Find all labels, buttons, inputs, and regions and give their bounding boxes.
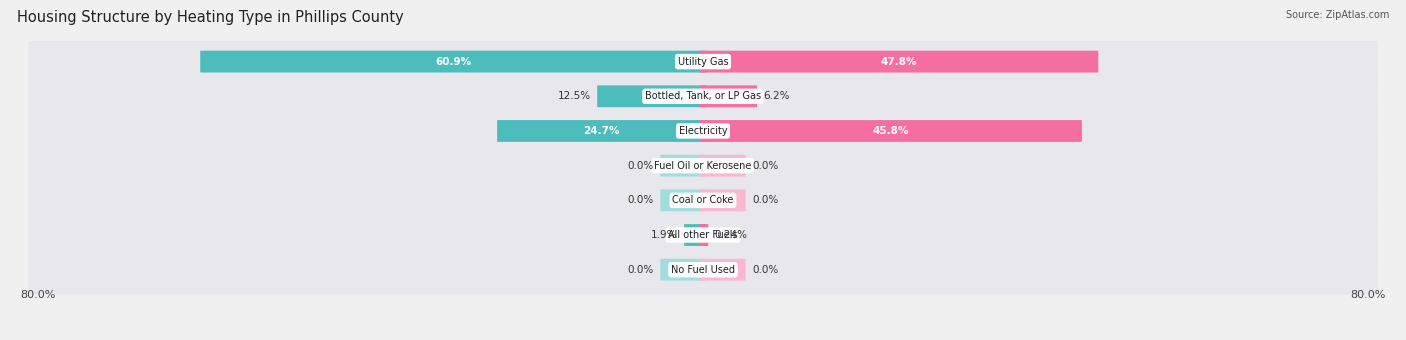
FancyBboxPatch shape	[700, 51, 1098, 72]
Text: 0.0%: 0.0%	[752, 265, 779, 275]
FancyBboxPatch shape	[200, 51, 706, 72]
Text: 6.2%: 6.2%	[763, 91, 790, 101]
FancyBboxPatch shape	[28, 175, 1378, 225]
FancyBboxPatch shape	[700, 155, 745, 176]
Text: 12.5%: 12.5%	[558, 91, 591, 101]
Text: 0.0%: 0.0%	[752, 161, 779, 171]
FancyBboxPatch shape	[598, 85, 706, 107]
FancyBboxPatch shape	[685, 224, 706, 246]
Text: 80.0%: 80.0%	[1350, 290, 1385, 300]
Text: 0.0%: 0.0%	[627, 265, 654, 275]
Text: Housing Structure by Heating Type in Phillips County: Housing Structure by Heating Type in Phi…	[17, 10, 404, 25]
Text: 24.7%: 24.7%	[583, 126, 620, 136]
FancyBboxPatch shape	[700, 85, 756, 107]
Text: 0.0%: 0.0%	[752, 195, 779, 205]
FancyBboxPatch shape	[28, 37, 1378, 87]
Text: Fuel Oil or Kerosene: Fuel Oil or Kerosene	[654, 161, 752, 171]
Text: 0.0%: 0.0%	[627, 195, 654, 205]
Text: 45.8%: 45.8%	[873, 126, 910, 136]
Text: 0.24%: 0.24%	[714, 230, 748, 240]
FancyBboxPatch shape	[28, 210, 1378, 260]
FancyBboxPatch shape	[661, 189, 706, 211]
Text: 1.9%: 1.9%	[651, 230, 678, 240]
Text: All other Fuels: All other Fuels	[668, 230, 738, 240]
FancyBboxPatch shape	[661, 155, 706, 176]
FancyBboxPatch shape	[28, 106, 1378, 156]
FancyBboxPatch shape	[28, 71, 1378, 121]
Text: Bottled, Tank, or LP Gas: Bottled, Tank, or LP Gas	[645, 91, 761, 101]
Text: Electricity: Electricity	[679, 126, 727, 136]
FancyBboxPatch shape	[661, 259, 706, 280]
Text: 0.0%: 0.0%	[627, 161, 654, 171]
Text: 47.8%: 47.8%	[880, 57, 917, 67]
FancyBboxPatch shape	[498, 120, 706, 142]
Text: No Fuel Used: No Fuel Used	[671, 265, 735, 275]
FancyBboxPatch shape	[700, 189, 745, 211]
FancyBboxPatch shape	[700, 120, 1083, 142]
Text: 60.9%: 60.9%	[436, 57, 471, 67]
Text: Utility Gas: Utility Gas	[678, 57, 728, 67]
FancyBboxPatch shape	[700, 224, 709, 246]
Text: Coal or Coke: Coal or Coke	[672, 195, 734, 205]
FancyBboxPatch shape	[28, 141, 1378, 191]
Text: Source: ZipAtlas.com: Source: ZipAtlas.com	[1285, 10, 1389, 20]
FancyBboxPatch shape	[28, 245, 1378, 295]
FancyBboxPatch shape	[700, 259, 745, 280]
Text: 80.0%: 80.0%	[21, 290, 56, 300]
